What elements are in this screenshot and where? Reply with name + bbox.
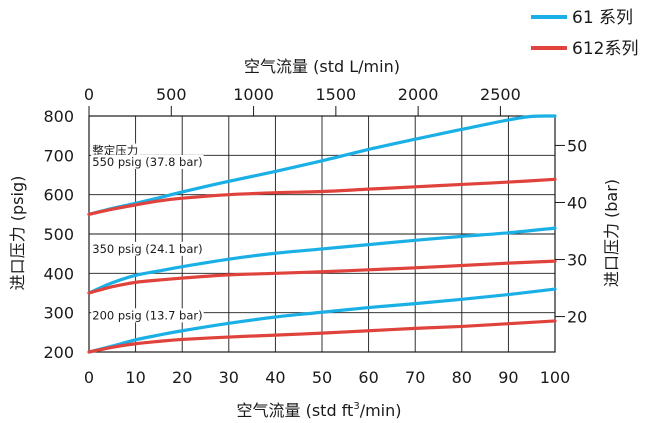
y-left-tick-label: 600 bbox=[43, 186, 74, 205]
y-left-tick-label: 700 bbox=[43, 146, 74, 165]
setpoint-annotation: 200 psig (13.7 bar) bbox=[92, 308, 202, 322]
x-bottom-tick-label: 20 bbox=[172, 368, 192, 387]
x-bottom-tick-label: 50 bbox=[312, 368, 332, 387]
bottom-axis-title-sup: 3 bbox=[353, 401, 359, 412]
x-bottom-tick-label: 0 bbox=[84, 368, 94, 387]
bottom-axis-title-end: /min) bbox=[360, 401, 402, 420]
setpoint-annotation: 整定压力 bbox=[92, 144, 138, 158]
y-left-tick-label: 300 bbox=[43, 304, 74, 323]
annotation-background bbox=[91, 143, 140, 158]
annotation-background bbox=[91, 308, 204, 323]
setpoint-annotation: 350 psig (24.1 bar) bbox=[92, 242, 202, 256]
x-bottom-tick-label: 100 bbox=[540, 368, 571, 387]
legend: 61 系列 612系列 bbox=[531, 8, 638, 59]
x-bottom-tick-label: 10 bbox=[125, 368, 145, 387]
y-right-tick-label: 30 bbox=[567, 251, 587, 270]
annotation-background bbox=[91, 154, 204, 169]
y-left-tick-label: 800 bbox=[43, 107, 74, 126]
setpoint-annotation: 550 psig (37.8 bar) bbox=[92, 155, 202, 169]
annotation-background bbox=[91, 241, 204, 256]
x-top-tick-label: 1000 bbox=[233, 85, 274, 104]
x-top-tick-label: 0 bbox=[84, 85, 94, 104]
tick-layer: 0 10 20 30 40 50 60 70 80 90 100200300400500600700… bbox=[43, 85, 587, 387]
y-left-tick-label: 500 bbox=[43, 225, 74, 244]
x-bottom-tick-label: 30 bbox=[219, 368, 239, 387]
left-axis-title: 进口压力 (psig) bbox=[8, 176, 27, 291]
right-axis-title: 进口压力 (bar) bbox=[602, 179, 621, 287]
series-612-line bbox=[87, 319, 557, 354]
x-top-tick-label: 1500 bbox=[315, 85, 356, 104]
series-61-line bbox=[87, 287, 557, 354]
x-bottom-tick-label: 40 bbox=[265, 368, 285, 387]
y-right-tick-label: 50 bbox=[567, 136, 587, 155]
legend-label-61: 61 系列 bbox=[572, 8, 633, 28]
x-bottom-tick-label: 80 bbox=[452, 368, 472, 387]
series-612-line bbox=[87, 259, 557, 295]
y-right-tick-label: 20 bbox=[567, 308, 587, 327]
bottom-axis-title: 空气流量 (std ft3/min) bbox=[237, 401, 402, 420]
series-layer bbox=[87, 114, 557, 354]
x-top-tick-label: 500 bbox=[156, 85, 187, 104]
x-top-tick-label: 2000 bbox=[398, 85, 439, 104]
x-bottom-tick-label: 70 bbox=[405, 368, 425, 387]
x-top-tick-label: 2500 bbox=[480, 85, 521, 104]
series-61-line bbox=[87, 226, 557, 295]
y-left-tick-label: 400 bbox=[43, 264, 74, 283]
plot-border bbox=[88, 115, 556, 353]
x-bottom-tick-label: 90 bbox=[498, 368, 518, 387]
x-bottom-tick-label: 60 bbox=[358, 368, 378, 387]
series-61-line bbox=[87, 114, 557, 216]
bottom-axis-title-main: 空气流量 (std ft bbox=[237, 401, 354, 420]
y-left-tick-label: 200 bbox=[43, 343, 74, 362]
y-right-tick-label: 40 bbox=[567, 193, 587, 212]
plot-frame bbox=[88, 115, 556, 353]
series-612-line bbox=[87, 177, 557, 216]
top-axis-title: 空气流量 (std L/min) bbox=[244, 57, 400, 76]
legend-label-612: 612系列 bbox=[572, 39, 638, 59]
